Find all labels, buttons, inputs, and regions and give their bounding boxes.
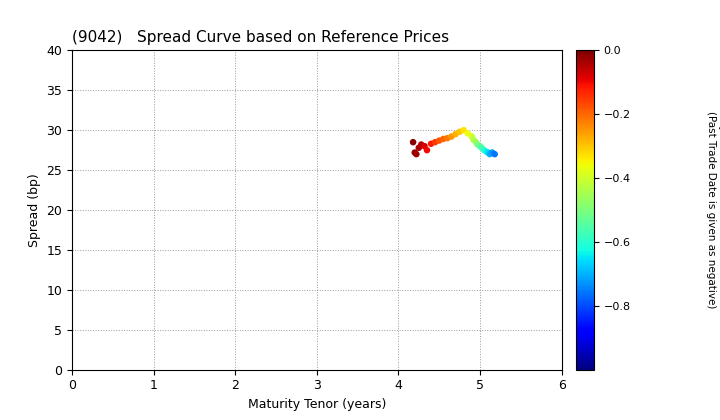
Point — [454, 129, 465, 135]
Y-axis label: Time in years between 5/2/2025 and Trade Date
(Past Trade Date is given as negat: Time in years between 5/2/2025 and Trade… — [706, 84, 720, 336]
Point — [408, 139, 419, 145]
Point — [438, 136, 449, 142]
Point — [476, 144, 487, 151]
Point — [415, 141, 427, 148]
Point — [484, 151, 495, 158]
Point — [410, 151, 422, 158]
Point — [468, 136, 480, 143]
Point — [489, 151, 500, 158]
Point — [441, 135, 453, 142]
Point — [470, 139, 482, 145]
Point — [458, 127, 469, 134]
Point — [466, 133, 477, 140]
Point — [462, 130, 474, 137]
Point — [487, 149, 498, 156]
Text: (9042)   Spread Curve based on Reference Prices: (9042) Spread Curve based on Reference P… — [72, 30, 449, 45]
Point — [426, 140, 437, 147]
Point — [478, 147, 490, 153]
Point — [409, 149, 420, 156]
Y-axis label: Spread (bp): Spread (bp) — [28, 173, 41, 247]
X-axis label: Maturity Tenor (years): Maturity Tenor (years) — [248, 398, 386, 411]
Point — [474, 143, 486, 150]
Point — [421, 147, 433, 153]
Point — [472, 141, 483, 148]
Point — [419, 143, 431, 150]
Point — [413, 144, 425, 151]
Point — [429, 139, 441, 145]
Point — [433, 137, 445, 144]
Point — [481, 148, 492, 155]
Point — [446, 133, 457, 140]
Point — [450, 131, 462, 137]
Point — [482, 149, 494, 156]
